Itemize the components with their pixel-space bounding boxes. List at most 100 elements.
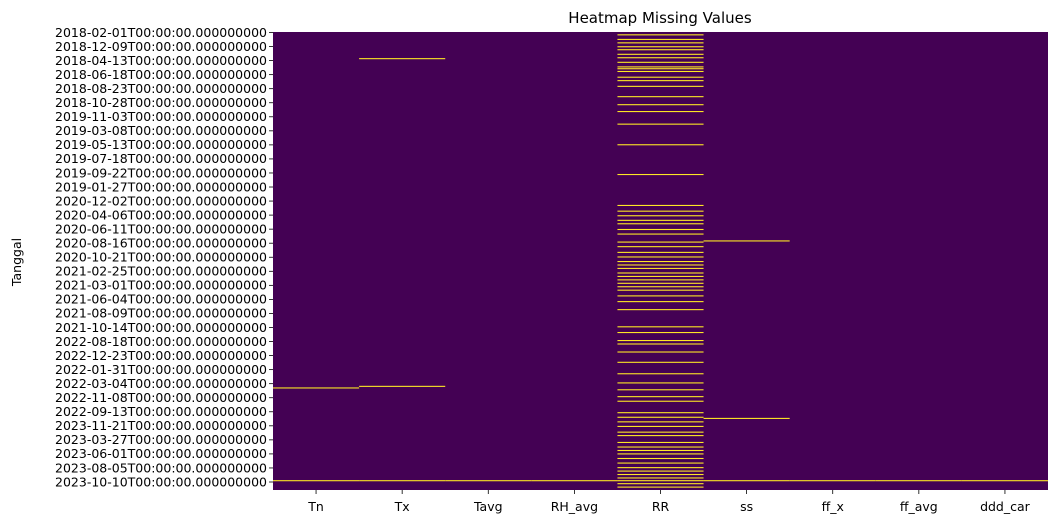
x-tick-label-ss: ss bbox=[740, 499, 753, 514]
y-tick-label: 2020-12-02T00:00:00.000000000 bbox=[55, 193, 267, 208]
missing-cell-rr bbox=[617, 256, 704, 258]
missing-cell-rr bbox=[617, 251, 704, 253]
missing-cell-rr bbox=[617, 331, 704, 334]
missing-cell-rr bbox=[617, 38, 704, 40]
missing-cell-rr bbox=[617, 467, 704, 469]
missing-cell-rr bbox=[617, 246, 704, 248]
missing-cell-rr bbox=[617, 441, 704, 444]
missing-cell-rr bbox=[617, 111, 704, 113]
missing-cell-rr bbox=[617, 412, 704, 414]
missing-cell-rr bbox=[617, 389, 704, 391]
chart-title: Heatmap Missing Values bbox=[568, 9, 752, 27]
missing-cell-rr bbox=[617, 279, 704, 281]
missing-cell-rr bbox=[617, 144, 704, 146]
missing-cell-rr bbox=[617, 57, 704, 59]
y-tick-label: 2018-08-23T00:00:00.000000000 bbox=[55, 81, 267, 96]
missing-cell-tn bbox=[273, 387, 360, 389]
missing-cell-rr bbox=[617, 435, 704, 437]
missing-cell-rr bbox=[617, 477, 704, 479]
missing-cell-ss bbox=[703, 480, 790, 482]
missing-cell-rr bbox=[617, 66, 704, 68]
x-tick-label-ff-x: ff_x bbox=[822, 499, 844, 514]
y-tick-label: 2022-11-08T00:00:00.000000000 bbox=[55, 390, 267, 405]
plot-area bbox=[273, 32, 1048, 490]
missing-cell-tn bbox=[273, 480, 360, 482]
missing-cell-rr bbox=[617, 85, 704, 87]
x-tick-label-rr: RR bbox=[652, 499, 670, 514]
missing-cell-rr bbox=[617, 68, 704, 70]
missing-cell-rr bbox=[617, 70, 704, 73]
y-tick-label: 2020-08-16T00:00:00.000000000 bbox=[55, 236, 267, 251]
missing-cell-rr bbox=[617, 301, 704, 303]
missing-cell-ff-x bbox=[789, 480, 876, 482]
missing-cell-rr bbox=[617, 264, 704, 266]
missing-cell-rr bbox=[617, 340, 704, 342]
missing-cell-ff-avg bbox=[875, 480, 962, 482]
y-tick-label: 2018-06-18T00:00:00.000000000 bbox=[55, 67, 267, 82]
y-tick-label: 2018-10-28T00:00:00.000000000 bbox=[55, 95, 267, 110]
missing-cell-rr bbox=[617, 326, 704, 328]
missing-cell-rr bbox=[617, 473, 704, 476]
missing-cell-rr bbox=[617, 173, 704, 176]
y-tick-label: 2019-01-27T00:00:00.000000000 bbox=[55, 179, 267, 194]
missing-cell-rr bbox=[617, 275, 704, 277]
y-tick-label: 2021-03-01T00:00:00.000000000 bbox=[55, 278, 267, 293]
y-tick-label: 2022-09-13T00:00:00.000000000 bbox=[55, 404, 267, 419]
missing-cell-rr bbox=[617, 49, 704, 51]
y-tick-label: 2020-06-11T00:00:00.000000000 bbox=[55, 221, 267, 236]
missing-cell-rr bbox=[617, 480, 704, 482]
y-tick-label: 2022-12-23T00:00:00.000000000 bbox=[55, 348, 267, 363]
missing-cell-rh-avg bbox=[531, 480, 618, 482]
y-axis-ticks: 2018-02-01T00:00:00.0000000002018-12-09T… bbox=[55, 25, 273, 489]
y-tick-label: 2023-03-27T00:00:00.000000000 bbox=[55, 432, 267, 447]
missing-cell-rr bbox=[617, 416, 704, 418]
missing-cell-rr bbox=[617, 351, 704, 353]
missing-cell-rr bbox=[617, 53, 704, 55]
missing-cell-rr bbox=[617, 104, 704, 106]
x-tick-label-tn: Tn bbox=[307, 499, 324, 514]
missing-cell-rr bbox=[617, 267, 704, 269]
y-tick-label: 2021-10-14T00:00:00.000000000 bbox=[55, 320, 267, 335]
missing-cell-rr bbox=[617, 223, 704, 225]
y-tick-label: 2019-03-08T00:00:00.000000000 bbox=[55, 123, 267, 138]
y-tick-label: 2018-04-13T00:00:00.000000000 bbox=[55, 53, 267, 68]
missing-cell-rr bbox=[617, 76, 704, 78]
missing-cell-rr bbox=[617, 42, 704, 44]
x-tick-label-tavg: Tavg bbox=[473, 499, 503, 514]
missing-cell-rr bbox=[617, 470, 704, 472]
y-tick-label: 2022-08-18T00:00:00.000000000 bbox=[55, 334, 267, 349]
y-tick-label: 2020-04-06T00:00:00.000000000 bbox=[55, 207, 267, 222]
missing-cell-rr bbox=[617, 400, 704, 402]
missing-cell-rr bbox=[617, 373, 704, 375]
y-tick-label: 2018-12-09T00:00:00.000000000 bbox=[55, 39, 267, 54]
missing-cell-rr bbox=[617, 449, 704, 452]
missing-cell-rr bbox=[617, 80, 704, 82]
missing-cell-rr bbox=[617, 210, 704, 212]
missing-cell-ddd-car bbox=[961, 480, 1048, 482]
missing-cell-ss bbox=[703, 240, 790, 242]
missing-cell-rr bbox=[617, 382, 704, 384]
missing-cell-tx bbox=[359, 385, 446, 387]
missing-cell-rr bbox=[617, 123, 704, 125]
y-tick-label: 2022-03-04T00:00:00.000000000 bbox=[55, 376, 267, 391]
missing-cell-rr bbox=[617, 272, 704, 274]
missing-cell-rr bbox=[617, 309, 704, 311]
missing-cell-rr bbox=[617, 96, 704, 98]
missing-cell-rr bbox=[617, 241, 704, 243]
y-tick-label: 2021-02-25T00:00:00.000000000 bbox=[55, 264, 267, 279]
missing-cell-rr bbox=[617, 282, 704, 284]
y-axis-label: Tanggal bbox=[9, 238, 24, 287]
missing-cell-rr bbox=[617, 361, 704, 363]
x-tick-label-tx: Tx bbox=[394, 499, 410, 514]
missing-cell-rr bbox=[617, 396, 704, 398]
y-tick-label: 2023-10-10T00:00:00.000000000 bbox=[55, 474, 267, 489]
missing-cell-tavg bbox=[445, 480, 532, 482]
y-tick-label: 2021-06-04T00:00:00.000000000 bbox=[55, 292, 267, 307]
y-tick-label: 2021-08-09T00:00:00.000000000 bbox=[55, 306, 267, 321]
missing-cell-rr bbox=[617, 289, 704, 291]
missing-cell-tx bbox=[359, 58, 446, 60]
y-tick-label: 2023-06-01T00:00:00.000000000 bbox=[55, 446, 267, 461]
missing-cell-tx bbox=[359, 480, 446, 482]
y-tick-label: 2019-11-03T00:00:00.000000000 bbox=[55, 109, 267, 124]
